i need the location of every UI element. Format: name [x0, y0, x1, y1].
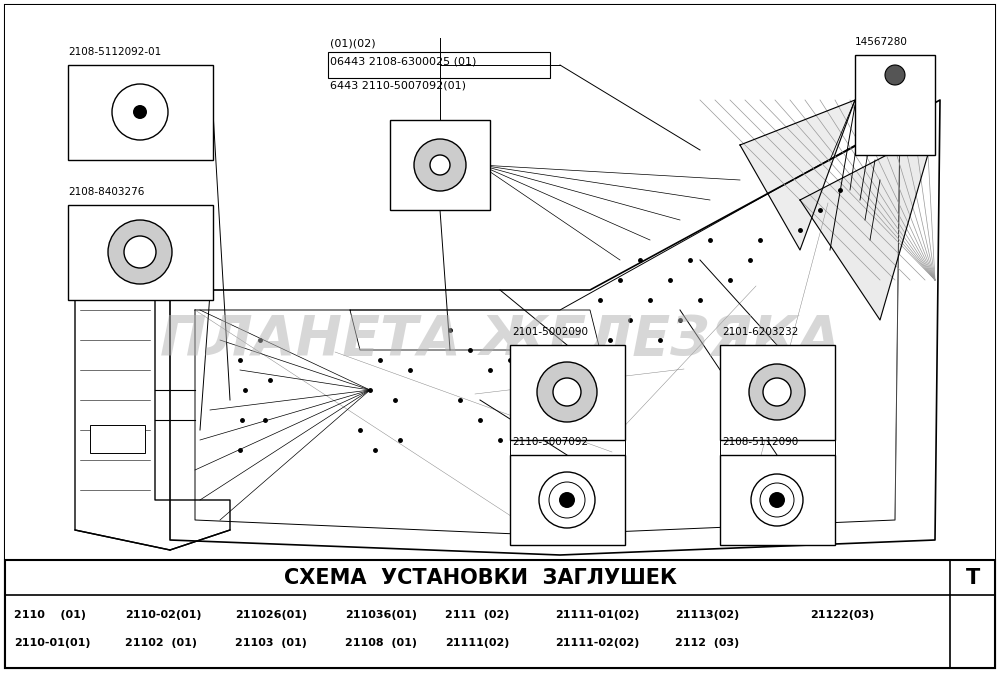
- Polygon shape: [800, 130, 935, 320]
- Text: 2110-5007092: 2110-5007092: [512, 437, 588, 447]
- Text: 21111(02): 21111(02): [445, 638, 509, 648]
- Text: 2110-02(01): 2110-02(01): [125, 610, 202, 620]
- Text: 2111  (02): 2111 (02): [445, 610, 509, 620]
- Text: 21111-02(02): 21111-02(02): [555, 638, 639, 648]
- Circle shape: [885, 65, 905, 85]
- Text: 2110    (01): 2110 (01): [14, 610, 86, 620]
- Circle shape: [133, 105, 147, 119]
- Text: 21108  (01): 21108 (01): [345, 638, 417, 648]
- Text: 21111-01(02): 21111-01(02): [555, 610, 639, 620]
- Polygon shape: [740, 100, 855, 250]
- Bar: [390, 120, 490, 210]
- Text: 6443 2110-5007092(01): 6443 2110-5007092(01): [330, 80, 466, 90]
- Bar: [510, 455, 625, 545]
- Circle shape: [553, 378, 581, 406]
- Text: 2101-5002090: 2101-5002090: [512, 327, 588, 337]
- Circle shape: [537, 362, 597, 422]
- Text: 21102  (01): 21102 (01): [125, 638, 197, 648]
- Text: 2108-5112092-01: 2108-5112092-01: [68, 47, 161, 57]
- Bar: [510, 345, 625, 440]
- Text: 211036(01): 211036(01): [345, 610, 417, 620]
- Text: СХЕМА  УСТАНОВКИ  ЗАГЛУШЕК: СХЕМА УСТАНОВКИ ЗАГЛУШЕК: [284, 567, 676, 588]
- Circle shape: [539, 472, 595, 528]
- Circle shape: [108, 220, 172, 284]
- Circle shape: [769, 492, 785, 508]
- Text: 2101-6203232: 2101-6203232: [722, 327, 798, 337]
- Circle shape: [112, 84, 168, 140]
- Text: 2112  (03): 2112 (03): [675, 638, 739, 648]
- Text: 2108-5112090: 2108-5112090: [722, 437, 798, 447]
- Text: ПЛАНЕТА ЖЕЛЕЗЯКА: ПЛАНЕТА ЖЕЛЕЗЯКА: [160, 313, 840, 367]
- Text: (01)(02): (01)(02): [330, 38, 376, 48]
- Text: 2108-8403276: 2108-8403276: [68, 187, 144, 197]
- Bar: [90, 425, 145, 453]
- Bar: [328, 52, 550, 78]
- Circle shape: [124, 236, 156, 268]
- Text: 211026(01): 211026(01): [235, 610, 307, 620]
- Circle shape: [751, 474, 803, 526]
- Circle shape: [414, 139, 466, 191]
- Bar: [68, 65, 213, 160]
- Circle shape: [559, 492, 575, 508]
- Bar: [720, 455, 835, 545]
- Bar: [720, 345, 835, 440]
- Text: Т: Т: [965, 567, 980, 588]
- Bar: [5, 5, 995, 560]
- Bar: [68, 205, 213, 300]
- Circle shape: [749, 364, 805, 420]
- Text: 06443 2108-6300025 (01): 06443 2108-6300025 (01): [330, 56, 476, 66]
- Circle shape: [763, 378, 791, 406]
- Text: 21103  (01): 21103 (01): [235, 638, 307, 648]
- Bar: [855, 55, 935, 155]
- Text: 14567280: 14567280: [855, 37, 908, 47]
- Bar: [5, 560, 995, 668]
- Circle shape: [430, 155, 450, 175]
- Text: 21122(03): 21122(03): [810, 610, 874, 620]
- Text: 21113(02): 21113(02): [675, 610, 739, 620]
- Text: 2110-01(01): 2110-01(01): [14, 638, 90, 648]
